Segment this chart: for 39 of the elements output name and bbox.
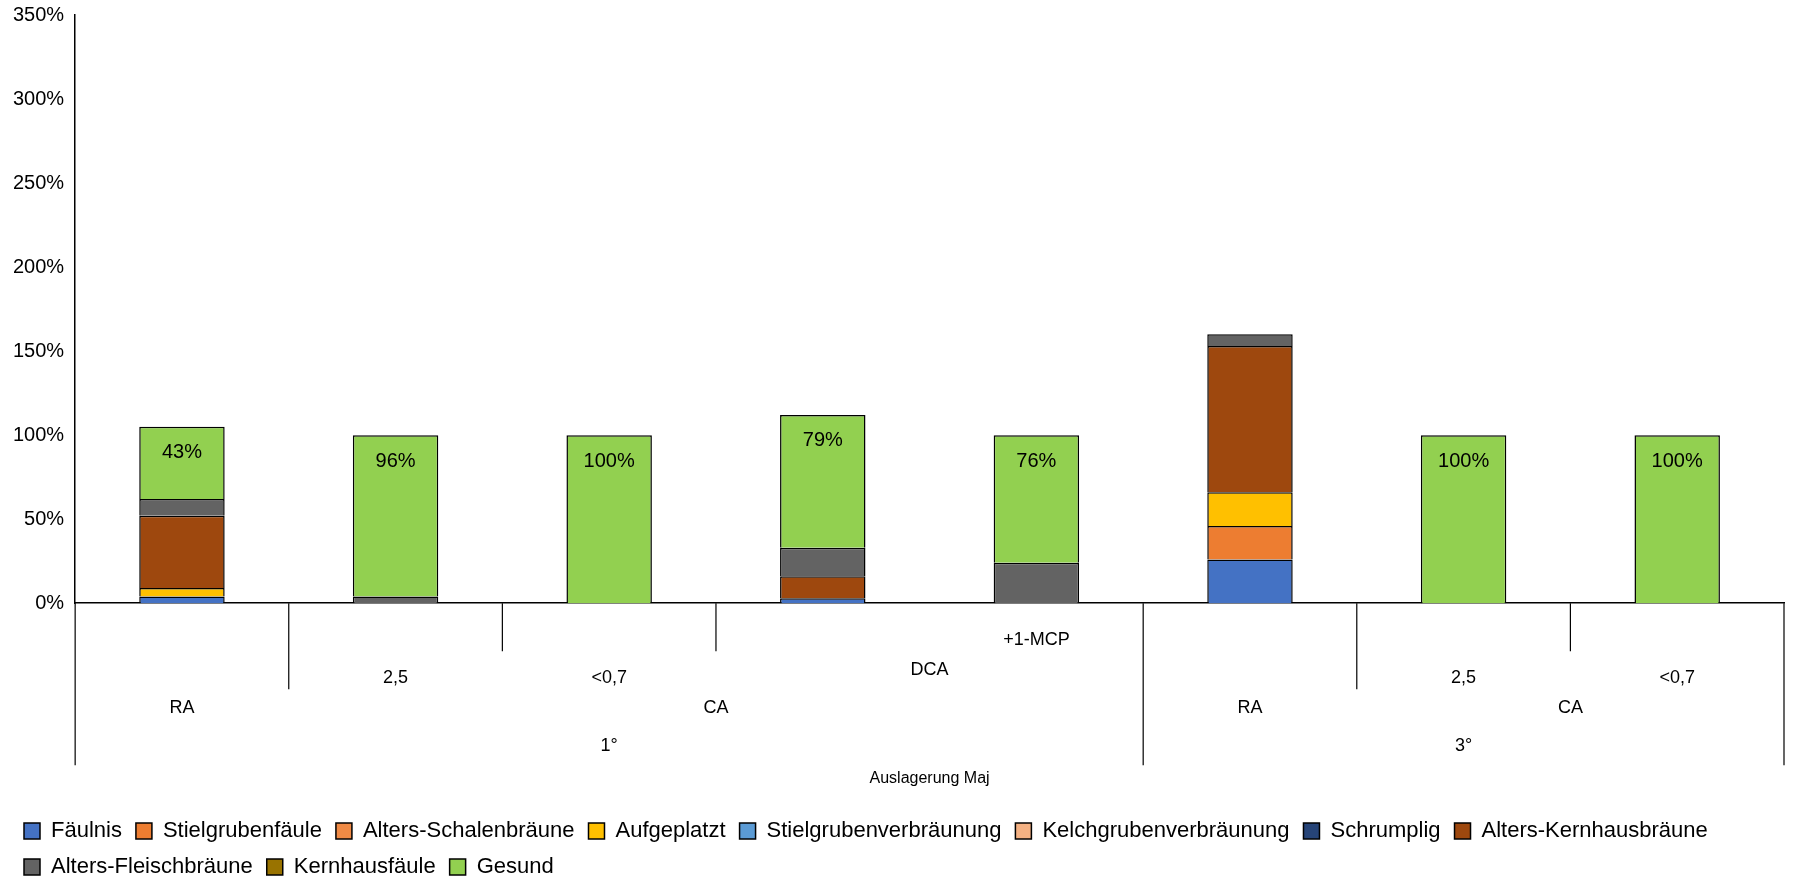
- legend-label: Kernhausfäule: [293, 853, 436, 879]
- text: CA: [703, 697, 729, 718]
- x-tick-label: +1-MCP: [1003, 629, 1070, 650]
- legend-label: Stielgrubenverbräunung: [766, 817, 1002, 843]
- y-tick-label: 200%: [13, 254, 65, 277]
- legend-label: Alters-Fleischbräune: [51, 853, 253, 879]
- x-tick-label: <0,7: [591, 667, 627, 688]
- data-label: 100%: [1438, 448, 1490, 471]
- legend-label: Alters-Schalenbräune: [362, 817, 575, 843]
- legend-label: Stielgrubenfäule: [162, 817, 322, 843]
- data-label: 76%: [1016, 448, 1057, 471]
- y-tick-label: 150%: [13, 338, 65, 361]
- legend-label: Fäulnis: [51, 817, 122, 843]
- y-tick-label: 250%: [13, 170, 65, 193]
- legend-label: Gesund: [476, 853, 554, 879]
- x-tick-label: 2,5: [1451, 667, 1477, 688]
- text: Auslagerung Maj: [869, 768, 990, 786]
- legend-label: Alters-Kernhausbräune: [1481, 817, 1708, 843]
- text: RA: [169, 697, 195, 718]
- data-label: 100%: [1651, 448, 1703, 471]
- x-tick-label: 2,5: [383, 667, 409, 688]
- data-label: 100%: [583, 448, 635, 471]
- legend-label: Schrumplig: [1330, 817, 1441, 843]
- y-tick-label: 50%: [24, 506, 65, 529]
- x-tick-label: <0,7: [1659, 667, 1695, 688]
- data-label: 43%: [161, 440, 203, 463]
- y-tick-label: 0%: [35, 590, 65, 613]
- y-tick-label: 100%: [13, 422, 65, 445]
- text: DCA: [910, 659, 949, 680]
- legend-label: Kelchgrubenverbräunung: [1042, 817, 1290, 843]
- y-tick-label: 300%: [13, 86, 65, 109]
- text: 3°: [1454, 735, 1473, 756]
- legend-label: Aufgeplatzt: [615, 817, 726, 843]
- y-tick-label: 350%: [13, 2, 65, 25]
- text: RA: [1237, 697, 1263, 718]
- text: CA: [1557, 697, 1583, 718]
- text: 1°: [600, 735, 618, 756]
- data-label: 96%: [375, 448, 416, 471]
- data-label: 79%: [802, 428, 843, 451]
